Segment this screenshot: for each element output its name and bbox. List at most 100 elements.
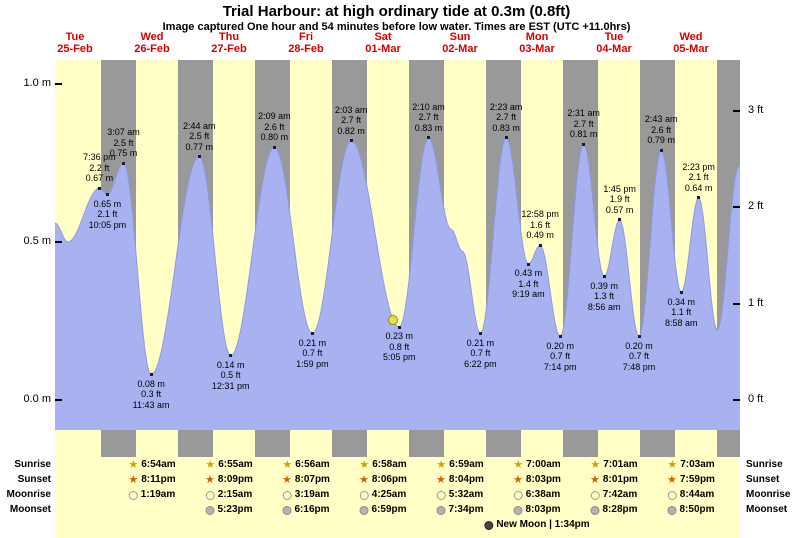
tide-event-label: 2:31 am 2.7 ft 0.81 m xyxy=(567,108,600,139)
moonrise-entry: 8:44am xyxy=(667,489,715,501)
sunset-entry: ★ 8:06pm xyxy=(359,474,407,486)
moonrise-time: 4:25am xyxy=(371,489,407,500)
moonset-time: 6:16pm xyxy=(294,504,330,515)
tide-event-dot xyxy=(637,335,641,339)
y-axis-label-left: 0.5 m xyxy=(23,235,51,247)
moonrise-moon-icon xyxy=(205,490,215,500)
new-moon-icon xyxy=(484,520,494,530)
sunrise-star-icon: ★ xyxy=(436,459,447,471)
sunset-star-icon: ★ xyxy=(590,474,600,486)
sunset-star-icon: ★ xyxy=(128,474,139,486)
moonset-entry: 6:59pm xyxy=(359,504,407,516)
moonrise-moon-icon xyxy=(128,490,138,500)
tide-event-label: 2:03 am 2.7 ft 0.82 m xyxy=(334,104,368,136)
sunset-time: 8:04pm xyxy=(448,474,484,485)
moonset-time: 8:50pm xyxy=(679,504,715,515)
sunset-star-icon: ★ xyxy=(667,474,677,486)
moonrise-moon-icon xyxy=(282,490,292,500)
sunrise-star-icon: ★ xyxy=(513,459,524,471)
moonrise-time: 5:32am xyxy=(448,489,484,500)
row-label-moonrise-right: Moonrise xyxy=(746,489,791,500)
tide-event-dot xyxy=(697,196,701,200)
moonrise-time: 8:44am xyxy=(679,489,715,500)
tide-event-label: 2:44 am 2.5 ft 0.77 m xyxy=(183,120,216,152)
sunset-entry: ★ 7:59pm xyxy=(667,474,715,486)
sunset-entry: ★ 8:01pm xyxy=(590,474,638,486)
tide-event-label: 3:07 am 2.5 ft 0.75 m xyxy=(107,127,140,158)
sunrise-star-icon: ★ xyxy=(359,459,370,471)
moonset-entry: 5:23pm xyxy=(205,504,253,516)
sunset-entry: ★ 8:03pm xyxy=(513,474,561,486)
day-label: Wed 26-Feb xyxy=(134,31,170,55)
y-axis-tick-left xyxy=(55,241,62,243)
sunset-time: 8:11pm xyxy=(141,474,176,485)
sunrise-star-icon: ★ xyxy=(282,459,293,471)
moonset-time: 7:34pm xyxy=(448,504,484,515)
tide-event-dot xyxy=(197,155,201,159)
moonrise-time: 7:42am xyxy=(602,489,638,500)
tide-event-label: 0.21 m 0.7 ft 1:59 pm xyxy=(296,337,329,369)
tide-event-label: 12:58 pm 1.6 ft 0.49 m xyxy=(521,209,559,241)
moonrise-entry: 1:19am xyxy=(128,489,176,501)
sunrise-time: 6:58am xyxy=(372,459,407,470)
row-label-moonset-left: Moonset xyxy=(9,504,51,515)
moonset-entry: 6:16pm xyxy=(282,504,330,516)
moonset-moon-icon xyxy=(667,505,677,515)
tide-event-dot xyxy=(504,136,508,140)
day-label: Mon 03-Mar xyxy=(519,31,555,55)
sunrise-time: 6:56am xyxy=(295,459,330,470)
tide-event-dot xyxy=(618,218,622,222)
moonrise-time: 1:19am xyxy=(140,489,176,500)
tide-event-label: 0.20 m 0.7 ft 7:14 pm xyxy=(543,340,577,372)
row-label-sunrise-right: Sunrise xyxy=(746,459,783,470)
sunrise-time: 7:03am xyxy=(680,459,715,470)
tide-event-label: 2:09 am 2.6 ft 0.80 m xyxy=(258,111,291,143)
sunset-star-icon: ★ xyxy=(205,474,215,486)
row-label-moonset-right: Moonset xyxy=(746,504,788,515)
chart-subtitle: Image captured One hour and 54 minutes b… xyxy=(162,21,631,33)
chart-title: Trial Harbour: at high ordinary tide at … xyxy=(222,3,571,20)
moon-phase-label: New Moon | 1:34pm xyxy=(496,519,590,530)
tide-event-label: 0.08 m 0.3 ft 11:43 am xyxy=(132,378,170,410)
sunrise-time: 6:59am xyxy=(449,459,484,470)
moonset-entry: 7:34pm xyxy=(436,504,484,516)
tide-event-dot xyxy=(526,262,530,266)
y-axis-label-left: 1.0 m xyxy=(23,77,51,89)
tide-event-dot xyxy=(97,186,101,190)
moonset-time: 8:03pm xyxy=(525,504,561,515)
moonset-moon-icon xyxy=(205,505,215,515)
moonrise-time: 2:15am xyxy=(217,489,253,500)
sunrise-entry: ★ 6:56am xyxy=(282,459,329,471)
moonset-entry: 8:28pm xyxy=(590,504,638,516)
moonset-moon-icon xyxy=(359,505,369,515)
y-axis-tick-right xyxy=(733,110,740,113)
y-axis-tick-left xyxy=(55,83,62,85)
tide-event-dot xyxy=(659,148,663,152)
moonset-moon-icon xyxy=(282,505,292,515)
tide-event-dot xyxy=(582,142,586,146)
moonrise-entry: 6:38am xyxy=(513,489,560,501)
day-label: Wed 05-Mar xyxy=(673,31,709,55)
sunrise-entry: ★ 7:03am xyxy=(667,459,714,471)
sunset-time: 7:59pm xyxy=(679,474,715,485)
row-label-sunset-right: Sunset xyxy=(746,474,780,485)
sunset-time: 8:09pm xyxy=(217,474,253,485)
moonrise-entry: 4:25am xyxy=(359,489,407,501)
day-label: Thu 27-Feb xyxy=(211,31,247,55)
tide-event-label: 0.39 m 1.3 ft 8:56 am xyxy=(587,280,621,312)
day-label: Tue 04-Mar xyxy=(596,31,632,55)
sunrise-time: 7:01am xyxy=(603,459,638,470)
sunrise-time: 7:00am xyxy=(526,459,561,470)
moon-phase: New Moon | 1:34pm xyxy=(484,519,590,531)
sunrise-entry: ★ 6:58am xyxy=(359,459,406,471)
moonset-moon-icon xyxy=(513,505,523,515)
tide-event-label: 0.20 m 0.7 ft 7:48 pm xyxy=(622,340,656,372)
moonrise-entry: 7:42am xyxy=(590,489,638,501)
moonrise-time: 3:19am xyxy=(294,489,330,500)
sunrise-star-icon: ★ xyxy=(205,459,216,471)
moonrise-moon-icon xyxy=(667,490,677,500)
sunset-entry: ★ 8:07pm xyxy=(282,474,330,486)
